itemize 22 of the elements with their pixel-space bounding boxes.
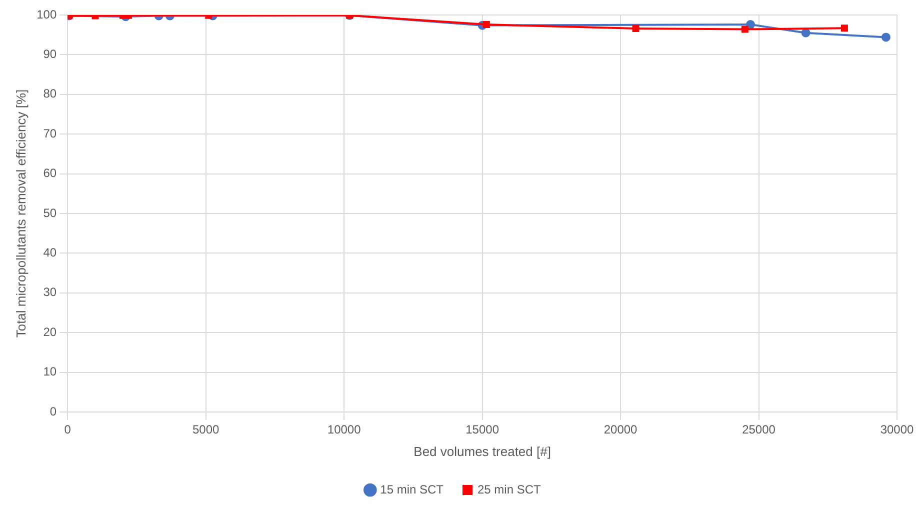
y-tick-label: 100 <box>36 7 57 22</box>
y-tick-label: 60 <box>43 166 57 180</box>
y-tick-label: 40 <box>43 246 57 260</box>
x-tick-label: 15000 <box>466 422 500 437</box>
y-tick-label: 90 <box>43 47 57 62</box>
y-tick-label: 70 <box>43 126 57 140</box>
x-tick-label: 5000 <box>192 422 220 437</box>
y-tick-label: 80 <box>43 86 57 101</box>
x-tick-label: 25000 <box>742 422 776 437</box>
x-tick-label: 20000 <box>604 422 638 437</box>
x-axis-title: Bed volumes treated [#] <box>414 444 551 459</box>
y-axis-title: Total micropollutants removal efficiency [%] <box>13 89 28 338</box>
legend-label: 15 min SCT <box>380 482 444 496</box>
y-tick-label: 20 <box>43 324 57 339</box>
x-tick-label: 0 <box>64 422 72 437</box>
y-tick-label: 50 <box>43 206 57 220</box>
x-tick-label: 30000 <box>880 422 914 437</box>
x-tick-label: 10000 <box>327 422 362 437</box>
legend-label: 25 min SCT <box>478 482 542 496</box>
y-tick-label: 30 <box>43 285 57 300</box>
y-tick-label: 0 <box>50 404 57 418</box>
y-tick-label: 10 <box>43 364 57 379</box>
